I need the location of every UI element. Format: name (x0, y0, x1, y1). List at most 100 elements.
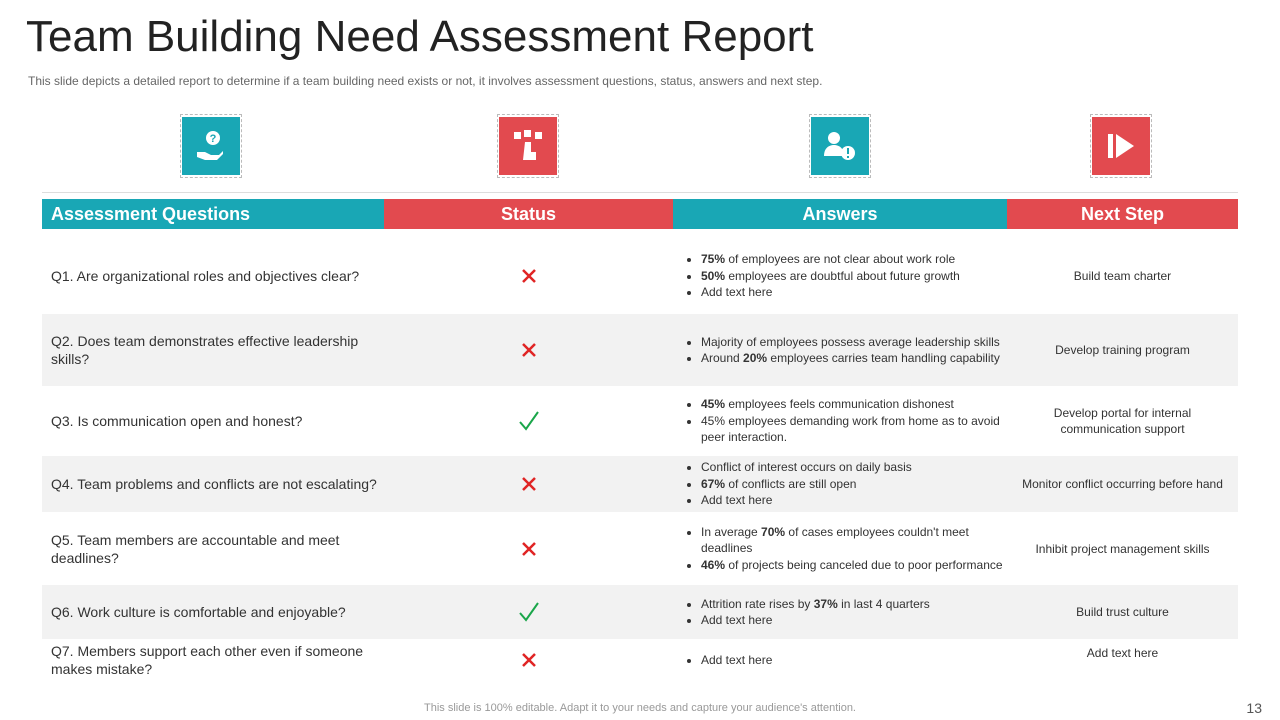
status-check (518, 602, 539, 622)
answers: Attrition rate rises by 37% in last 4 qu… (673, 585, 1007, 639)
answer-text: employees feels communication dishonest (725, 397, 954, 412)
answers: Conflict of interest occurs on daily bas… (673, 456, 1007, 512)
status (384, 456, 673, 512)
answer-text: 70% (761, 524, 786, 539)
column-header: Next Step (1007, 199, 1238, 229)
title: Team Building Need Assessment Report (26, 12, 814, 61)
icon-next (1108, 134, 1134, 158)
status (384, 512, 673, 585)
icon-frame (809, 114, 871, 178)
next-step: Build trust culture (1076, 605, 1169, 619)
answer-text: 45% employees demanding work from home a… (701, 413, 1000, 445)
answer-bullet: Add text here (701, 284, 960, 301)
status-cross (521, 477, 536, 491)
table-row: Q5. Team members are accountable and mee… (42, 512, 1238, 585)
question: Q1. Are organizational roles and objecti… (51, 268, 360, 284)
table-row: Q1. Are organizational roles and objecti… (42, 238, 1238, 314)
answer-text: Add text here (701, 285, 773, 300)
answer-text: 37% (813, 596, 838, 611)
answer-list: Conflict of interest occurs on daily bas… (673, 459, 912, 509)
answer-bullet: Conflict of interest occurs on daily bas… (701, 459, 912, 476)
answer-text: Majority of employees possess average le… (701, 334, 1000, 349)
question: Q5. Team members are accountable and mee… (51, 531, 340, 566)
table-row: Q4. Team problems and conflicts are not … (42, 456, 1238, 512)
answer-list: Attrition rate rises by 37% in last 4 qu… (673, 596, 930, 629)
next-step: Inhibit project management skills (1035, 541, 1210, 556)
answer-text: in last 4 quarters (837, 596, 930, 611)
answer-list: Majority of employees possess average le… (673, 334, 1000, 367)
status-cross (521, 269, 536, 283)
answer-text: 50% (701, 268, 726, 283)
answer-list: 45% employees feels communication dishon… (673, 396, 1007, 446)
divider (42, 192, 1238, 193)
table-row: Q2. Does team demonstrates effective lea… (42, 314, 1238, 386)
table-row: Q7. Members support each other even if s… (42, 639, 1238, 681)
answer-text: Conflict of interest occurs on daily bas… (701, 460, 912, 475)
column-header: Answers (673, 199, 1007, 229)
svg-text:?: ? (210, 133, 217, 145)
answer-text: 67% (701, 476, 726, 491)
answer-bullet: 75% of employees are not clear about wor… (701, 251, 960, 268)
column-header: Assessment Questions (42, 199, 384, 229)
answers: In average 70% of cases employees couldn… (673, 512, 1007, 585)
question: Q4. Team problems and conflicts are not … (51, 476, 377, 492)
answer-text: of conflicts are still open (725, 476, 857, 491)
answer-text: of cases employees couldn't meet deadlin… (701, 524, 969, 556)
answer-bullet: 46% of projects being canceled due to po… (701, 557, 1007, 574)
next-step: Develop training program (1055, 343, 1190, 357)
answers: 45% employees feels communication dishon… (673, 386, 1007, 456)
answer-text: 45% (701, 397, 726, 412)
column-header: Status (384, 199, 673, 229)
icon-frame (1090, 114, 1152, 178)
answers: Add text here (673, 639, 1007, 681)
answer-bullet: 67% of conflicts are still open (701, 476, 912, 493)
question: Q6. Work culture is comfortable and enjo… (51, 604, 346, 620)
answer-bullet: Add text here (701, 612, 930, 629)
answer-bullet: Attrition rate rises by 37% in last 4 qu… (701, 596, 930, 613)
answer-bullet: Majority of employees possess average le… (701, 334, 1000, 351)
page-number: 13 (1246, 700, 1262, 716)
question: Q7. Members support each other even if s… (51, 643, 364, 677)
answer-bullet: 50% employees are doubtful about future … (701, 268, 960, 285)
status-check (518, 411, 539, 431)
icon-frame (497, 114, 559, 178)
status (384, 314, 673, 386)
answer-text: of projects being canceled due to poor p… (725, 557, 1003, 572)
answer-text: of employees are not clear about work ro… (725, 252, 956, 267)
answer-text: Add text here (701, 652, 773, 667)
answer-bullet: 45% employees demanding work from home a… (701, 413, 1007, 446)
answer-text: employees carries team handling capabili… (767, 351, 1000, 365)
table-row: Q3. Is communication open and honest? 45%… (42, 386, 1238, 456)
next-step: Build team charter (1073, 269, 1172, 283)
answer-list: 75% of employees are not clear about wor… (673, 251, 960, 301)
subtitle: This slide depicts a detailed report to … (28, 74, 823, 88)
answer-bullet: Around 20% employees carries team handli… (701, 350, 1000, 367)
next-step: Develop portal for internal communicatio… (1053, 406, 1192, 436)
next-step: Monitor conflict occurring before hand (1022, 477, 1223, 491)
answer-text: 75% (701, 252, 726, 267)
answers: 75% of employees are not clear about wor… (673, 238, 1007, 314)
footer-note: This slide is 100% editable. Adapt it to… (424, 702, 856, 714)
status-cross (521, 541, 536, 556)
icon-frame: ? (180, 114, 242, 178)
answer-list: Add text here (673, 652, 772, 669)
answer-bullet: Add text here (701, 652, 772, 669)
status (384, 386, 673, 456)
next-step: Add text here (1086, 646, 1159, 660)
answer-text: In average (701, 524, 762, 539)
icon-choice (514, 130, 542, 160)
answers: Majority of employees possess average le… (673, 314, 1007, 386)
question: Q2. Does team demonstrates effective lea… (51, 333, 359, 367)
status (384, 585, 673, 639)
answer-bullet: 45% employees feels communication dishon… (701, 396, 1007, 413)
table-row: Q6. Work culture is comfortable and enjo… (42, 585, 1238, 639)
status-cross (521, 653, 536, 667)
icon-people-alert (824, 132, 855, 160)
answer-text: 20% (743, 351, 768, 365)
answer-text: employees are doubtful about future grow… (725, 268, 960, 283)
answer-bullet: In average 70% of cases employees couldn… (701, 524, 1007, 557)
status-cross (521, 343, 536, 357)
answer-text: Add text here (701, 493, 773, 508)
answer-list: In average 70% of cases employees couldn… (673, 524, 1007, 574)
